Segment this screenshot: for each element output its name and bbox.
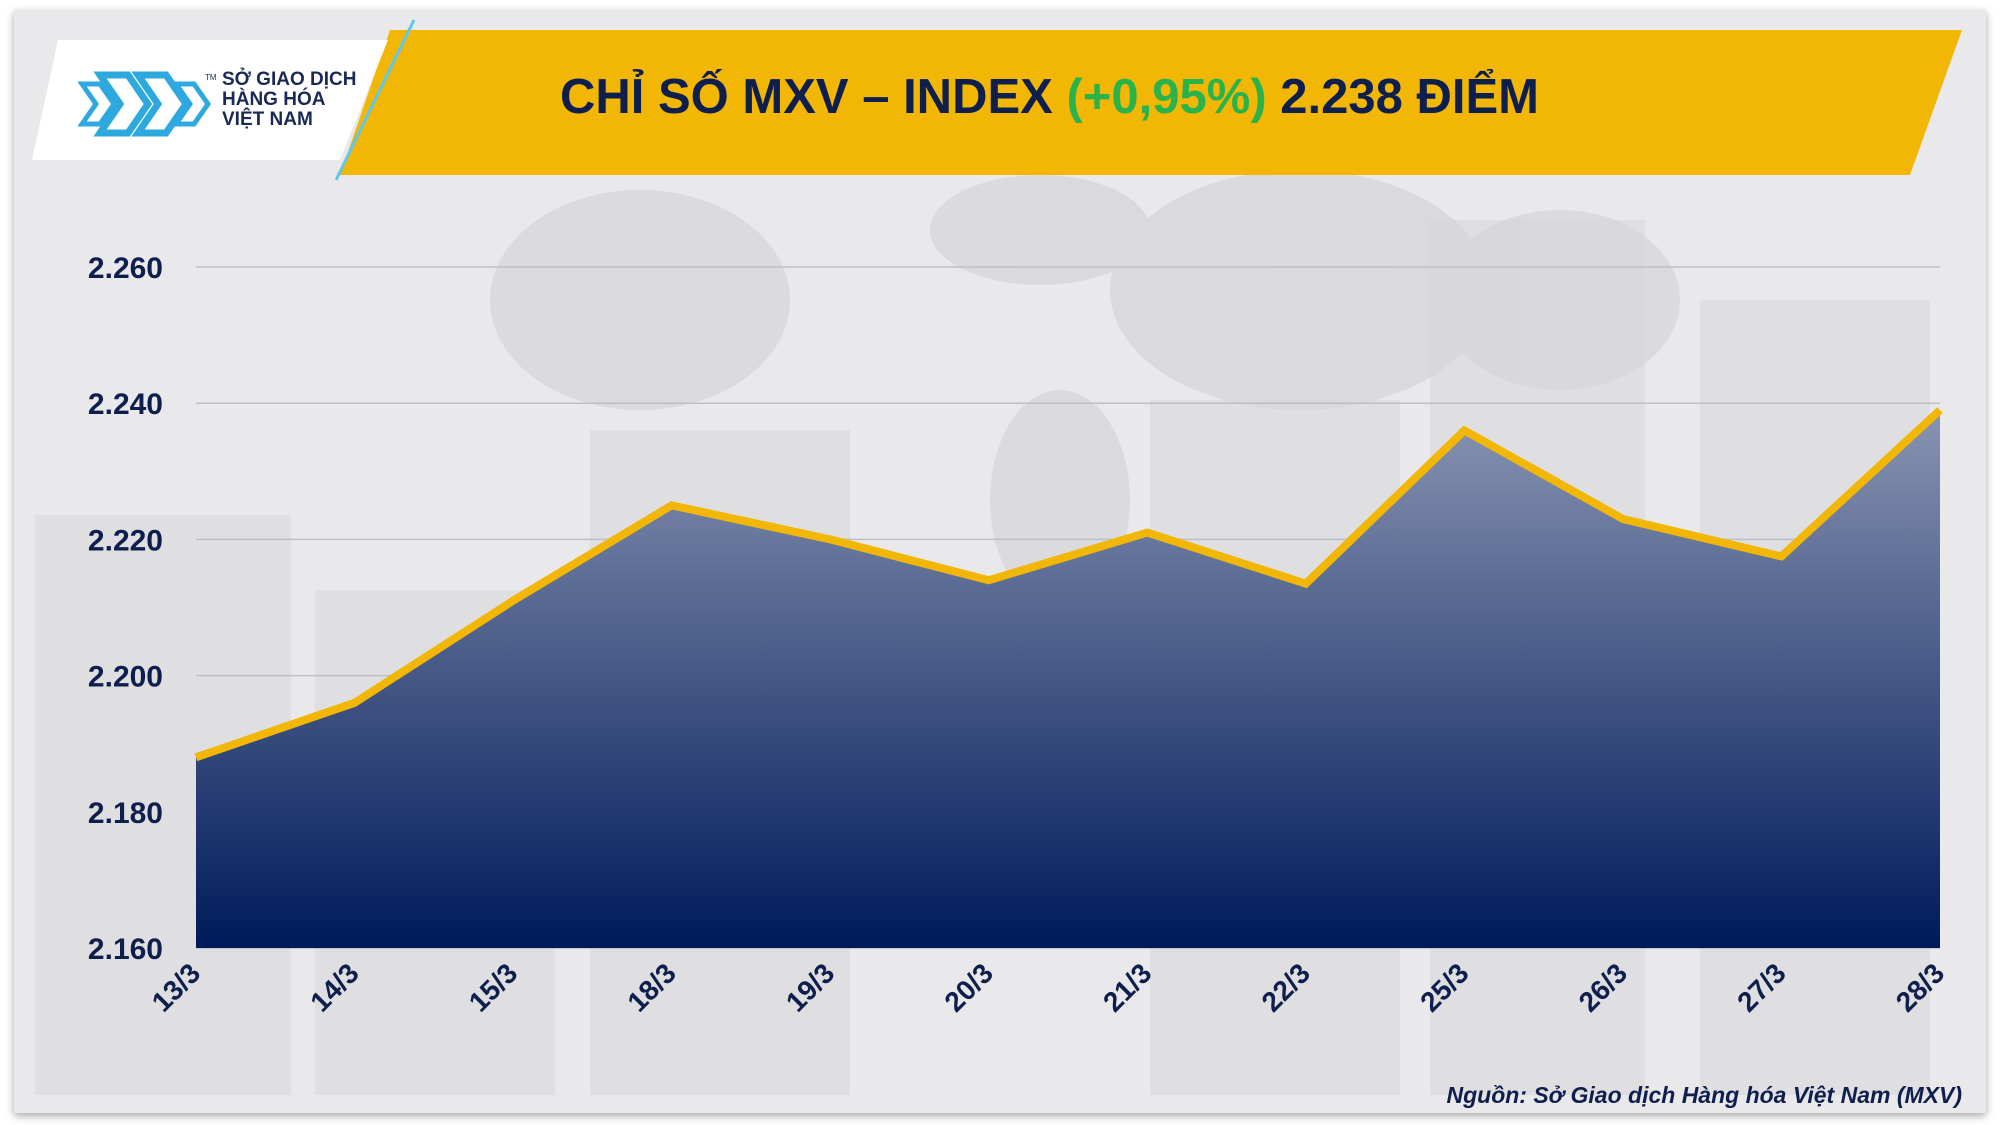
index-line <box>194 407 1943 762</box>
x-tick-label: 22/3 <box>1256 957 1316 1017</box>
y-tick-label: 2.200 <box>88 661 163 694</box>
x-tick-label: 18/3 <box>621 957 681 1017</box>
y-tick-label: 2.240 <box>88 388 163 421</box>
line-series <box>194 407 1943 762</box>
x-tick-label: 26/3 <box>1573 957 1633 1017</box>
title-suffix: 2.238 ĐIỂM <box>1280 70 1539 124</box>
source-note: Nguồn: Sở Giao dịch Hàng hóa Việt Nam (M… <box>1446 1082 1962 1108</box>
x-tick-label: 25/3 <box>1414 957 1474 1017</box>
x-tick-label: 15/3 <box>463 957 523 1017</box>
y-tick-label: 2.160 <box>88 933 163 966</box>
logo-line-1: SỞ GIAO DỊCH <box>222 69 357 90</box>
x-tick-label: 13/3 <box>146 957 206 1017</box>
chart-title: CHỈ SỐ MXV – INDEX (+0,95%) 2.238 ĐIỂM <box>560 62 1539 132</box>
y-tick-label: 2.180 <box>88 797 163 830</box>
x-tick-label: 14/3 <box>304 957 364 1017</box>
area-series <box>196 410 1940 948</box>
x-tick-label: 27/3 <box>1731 957 1791 1017</box>
logo-line-2: HÀNG HÓA <box>222 89 326 110</box>
banner-accent-line <box>334 19 416 181</box>
logo-line-3: VIỆT NAM <box>222 109 313 130</box>
y-tick-label: 2.260 <box>88 252 163 285</box>
title-banner-band <box>340 30 1962 175</box>
y-axis-ticks: 2.160 2.180 2.200 2.220 2.240 2.260 <box>88 252 163 966</box>
x-tick-label: 19/3 <box>780 957 840 1017</box>
title-banner: TM <box>32 19 1962 181</box>
index-area <box>196 410 1940 948</box>
title-change: (+0,95%) <box>1066 70 1267 124</box>
x-tick-label: 20/3 <box>939 957 999 1017</box>
trademark-mark: TM <box>205 73 217 82</box>
y-tick-label: 2.220 <box>88 524 163 557</box>
logo-text: SỞ GIAO DỊCH HÀNG HÓA VIỆT NAM <box>222 70 356 130</box>
x-tick-label: 21/3 <box>1097 957 1157 1017</box>
x-axis-ticks: 13/3 14/3 15/3 18/3 19/3 20/3 21/3 22/3 25/3 26/3… <box>146 957 1950 1017</box>
mxv-logo-icon <box>77 71 212 137</box>
title-prefix: CHỈ SỐ MXV – INDEX <box>560 70 1053 124</box>
x-tick-label: 28/3 <box>1890 957 1950 1017</box>
